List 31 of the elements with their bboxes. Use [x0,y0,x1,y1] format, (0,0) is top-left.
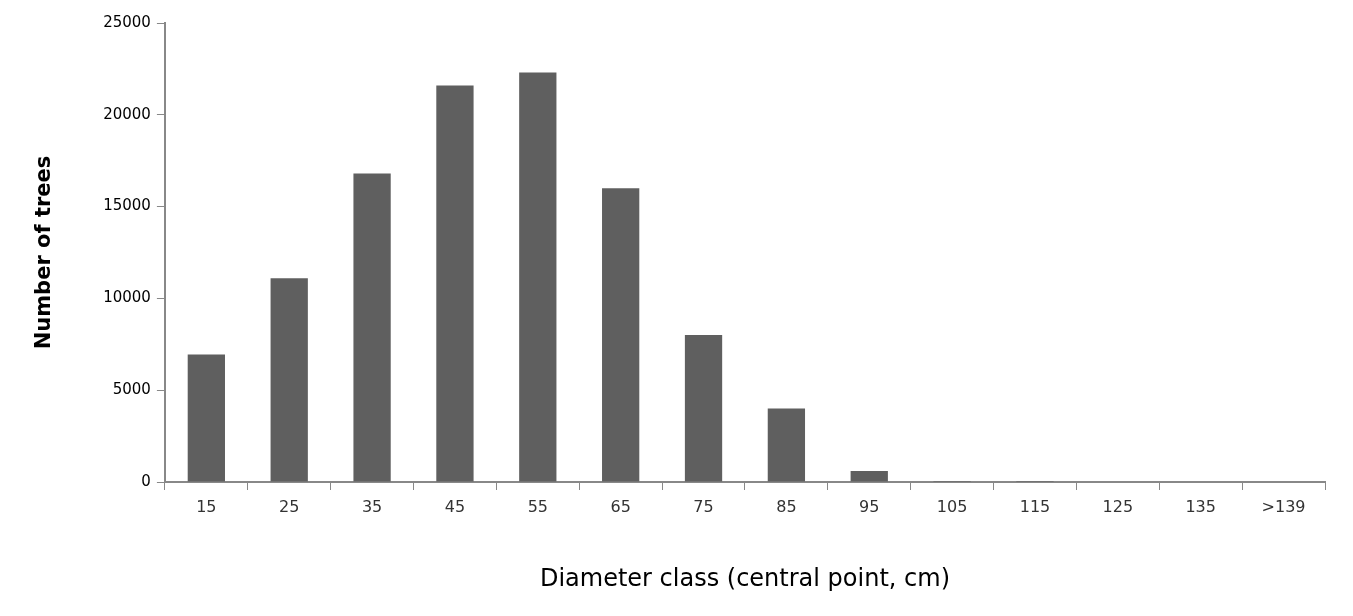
bar [270,278,308,482]
x-tick-label: 135 [1185,496,1216,516]
bar [353,173,391,482]
x-tick-label: 15 [196,496,217,516]
x-tick-label: 35 [361,496,383,516]
bar [187,354,225,482]
bar [436,85,474,482]
x-tick-label: 45 [444,496,466,516]
x-tick-label: 65 [610,496,631,516]
x-axis-title: Diameter class (central point, cm) [539,563,951,592]
y-axis-title: Number of trees [31,155,56,350]
y-tick-label: 20000 [103,104,151,123]
bar [602,188,640,482]
y-tick-label: 10000 [103,288,151,307]
x-tick-label: 85 [776,496,797,516]
x-tick-label: 105 [936,496,968,516]
bar [684,335,723,482]
x-tick-label: 125 [1102,496,1134,516]
x-tick-label: 115 [1019,496,1051,516]
bar [850,470,888,482]
x-tick-label: 55 [527,496,548,516]
bar [767,408,806,482]
x-tick-label: >139 [1261,496,1306,516]
y-tick-label: 15000 [103,196,151,215]
y-tick-label: 0 [141,471,151,490]
x-tick-label: 75 [693,496,714,516]
x-tick-label: 95 [859,496,880,516]
bar [519,72,557,482]
y-tick-label: 5000 [112,380,151,399]
x-tick-label: 25 [279,496,300,516]
y-tick-label: 25000 [103,12,151,31]
